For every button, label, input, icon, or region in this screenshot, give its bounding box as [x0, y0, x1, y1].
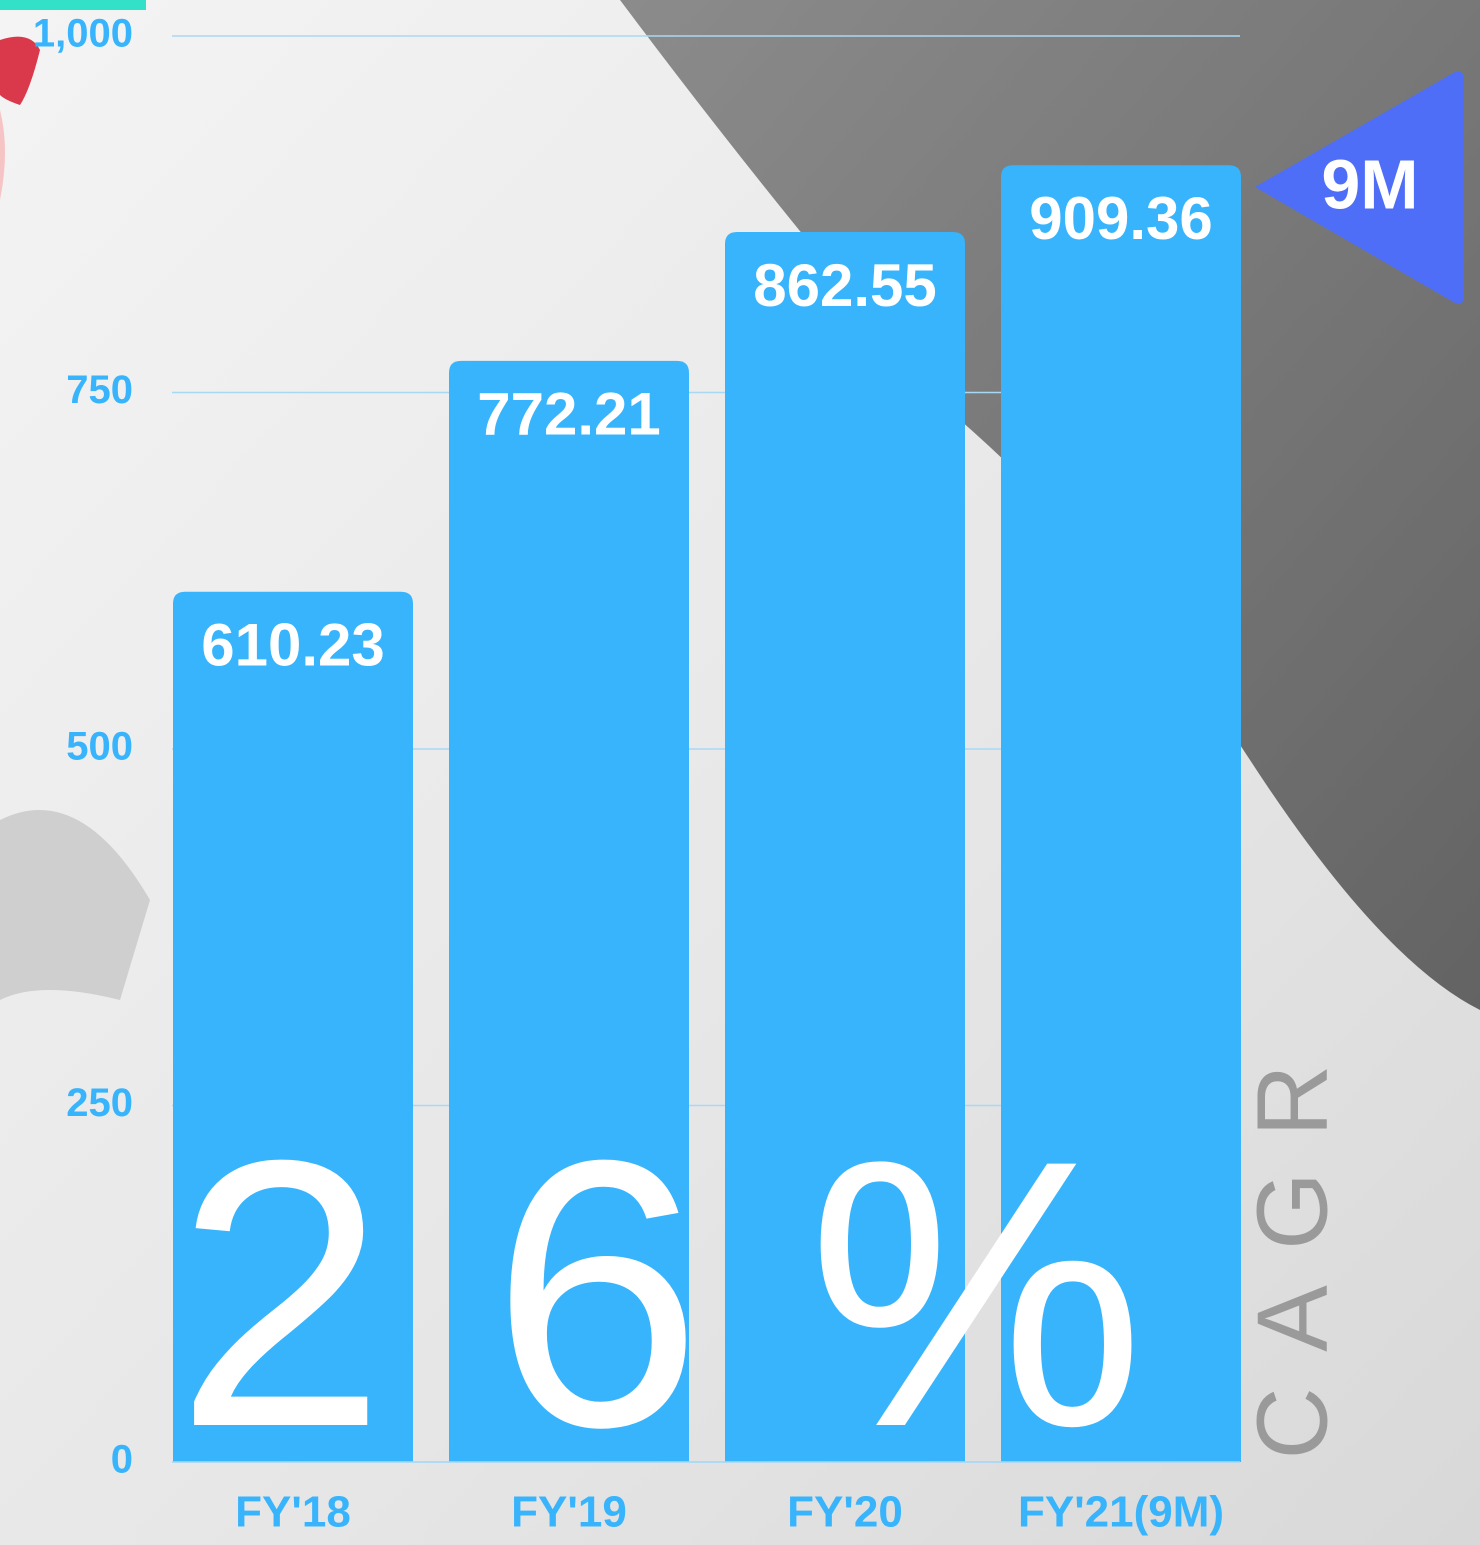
- cagr-value: 26%: [175, 1081, 1145, 1506]
- value-label: 772.21: [477, 381, 661, 448]
- chart: 02505007501,000610.23FY'18772.21FY'19862…: [0, 0, 1480, 1545]
- y-tick-label: 250: [66, 1081, 133, 1125]
- y-tick-label: 1,000: [33, 12, 133, 56]
- value-label: 909.36: [1029, 185, 1213, 252]
- y-tick-label: 750: [66, 368, 133, 412]
- y-tick-label: 500: [66, 725, 133, 769]
- value-label: 862.55: [753, 252, 937, 319]
- accent-bar: [0, 0, 146, 10]
- value-label: 610.23: [201, 612, 385, 679]
- y-tick-label: 0: [111, 1438, 133, 1482]
- badge-label: 9M: [1321, 145, 1418, 223]
